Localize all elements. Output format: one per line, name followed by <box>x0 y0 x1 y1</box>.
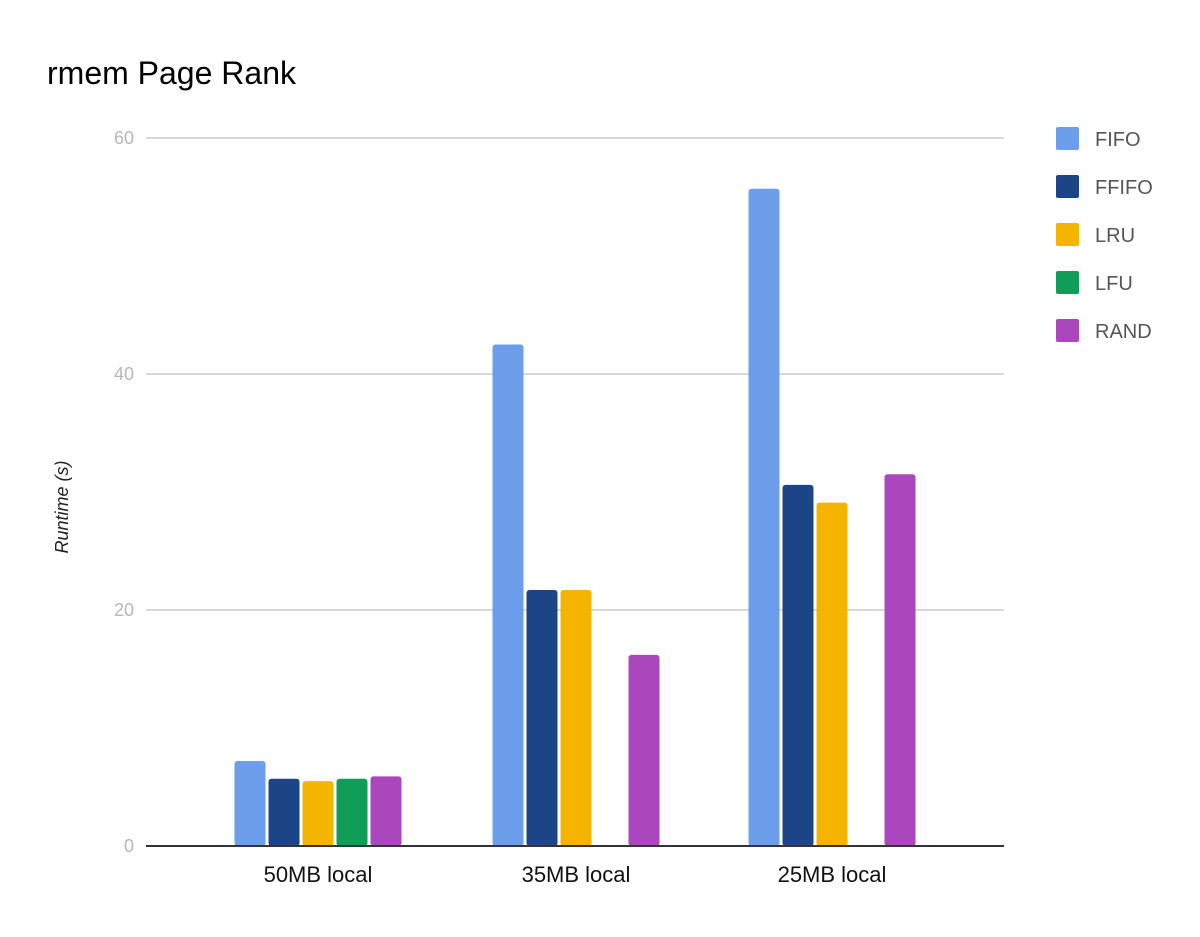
legend-item-lfu: LFU <box>1056 271 1133 295</box>
bars <box>234 188 916 847</box>
bar-fifo-0 <box>234 761 266 846</box>
bar-rand-2 <box>884 474 916 846</box>
bar-lru-1 <box>560 589 592 846</box>
y-axis-label: Runtime (s) <box>52 460 72 553</box>
x-tick-label: 50MB local <box>264 862 373 887</box>
legend-item-fifo: FIFO <box>1056 127 1141 151</box>
legend-label: LFU <box>1095 273 1133 295</box>
bar-fifo-1 <box>492 344 524 846</box>
bar-lfu-0 <box>336 778 368 846</box>
bar-ffifo-1 <box>526 589 558 846</box>
chart-title: rmem Page Rank <box>47 55 297 91</box>
bar-lru-2 <box>816 502 848 846</box>
legend-swatch <box>1056 319 1079 342</box>
legend-swatch <box>1056 271 1079 294</box>
x-tick-label: 35MB local <box>522 862 631 887</box>
bar-lru-0 <box>302 781 334 846</box>
y-tick-label: 20 <box>114 600 134 620</box>
gridlines <box>146 137 1004 611</box>
legend-swatch <box>1056 127 1079 150</box>
y-tick-label: 40 <box>114 364 134 384</box>
y-tick-label: 60 <box>114 128 134 148</box>
bar-ffifo-0 <box>268 778 300 846</box>
x-tick-label: 25MB local <box>778 862 887 887</box>
legend-label: RAND <box>1095 321 1152 343</box>
legend-item-ffifo: FFIFO <box>1056 175 1153 199</box>
legend-swatch <box>1056 175 1079 198</box>
legend-item-lru: LRU <box>1056 223 1135 247</box>
legend: FIFO FFIFO LRU LFU RAND <box>1056 127 1153 343</box>
bar-fifo-2 <box>748 188 780 847</box>
legend-label: FFIFO <box>1095 177 1153 199</box>
legend-label: LRU <box>1095 225 1135 247</box>
legend-label: FIFO <box>1095 129 1141 151</box>
bar-rand-0 <box>370 776 402 846</box>
x-axis-ticks: 50MB local 35MB local 25MB local <box>264 862 887 887</box>
y-tick-label: 0 <box>124 836 134 856</box>
legend-item-rand: RAND <box>1056 319 1152 343</box>
y-axis-ticks: 0 20 40 60 <box>114 128 134 856</box>
bar-rand-1 <box>628 654 660 846</box>
legend-swatch <box>1056 223 1079 246</box>
bar-ffifo-2 <box>782 484 814 846</box>
